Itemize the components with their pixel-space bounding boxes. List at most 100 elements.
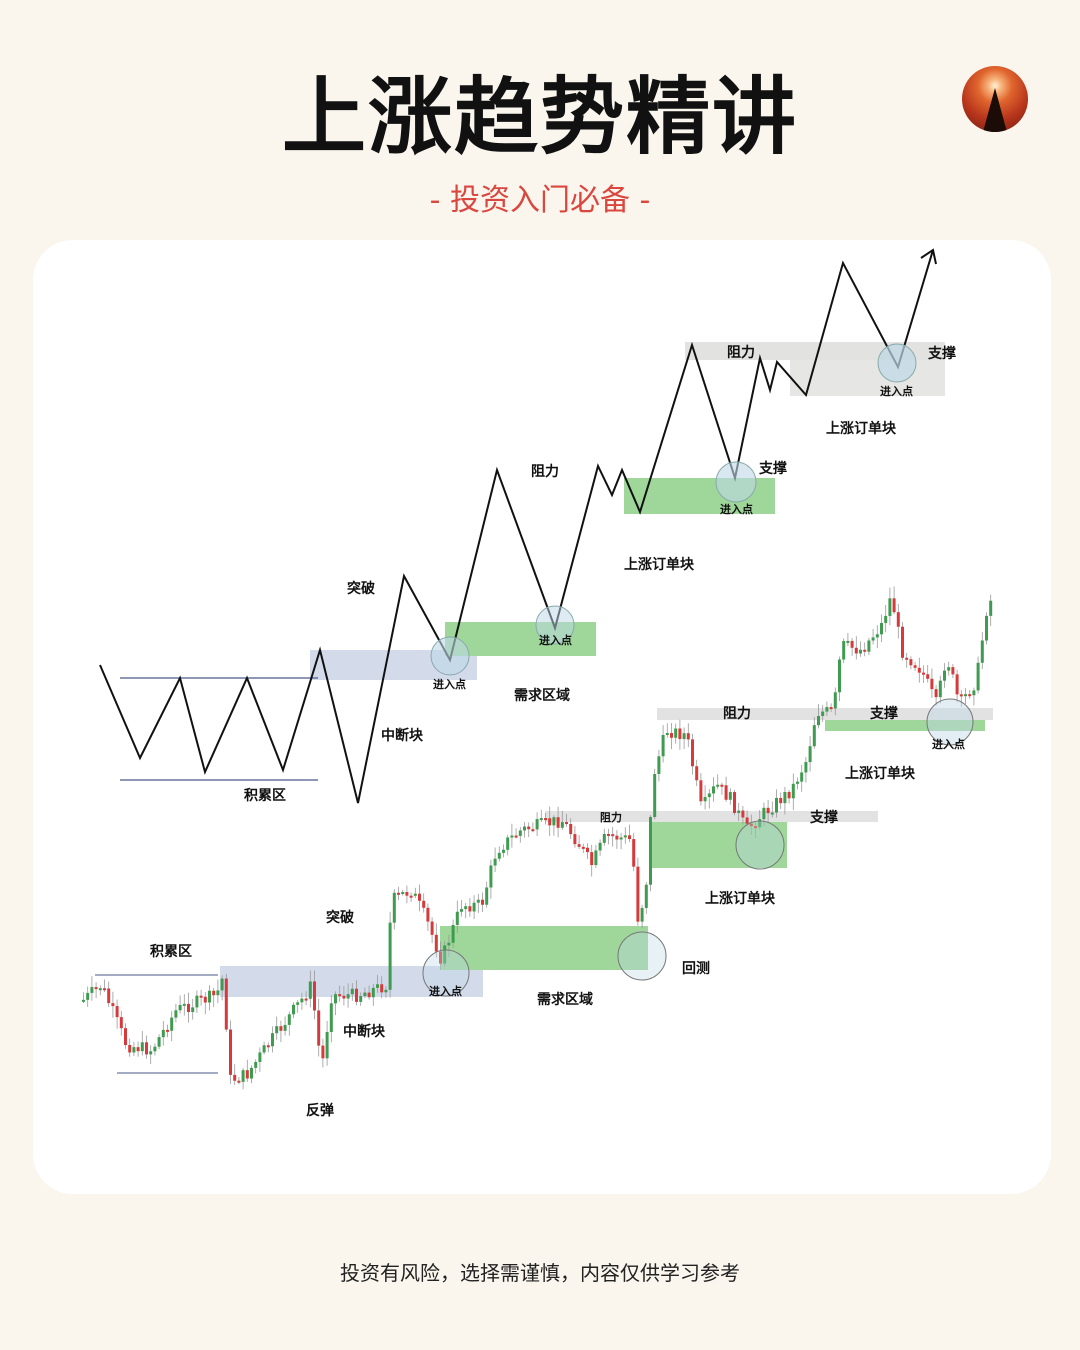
- label-breakout: 突破: [326, 910, 354, 926]
- bearish-candle: [670, 733, 673, 738]
- bullish-candle: [703, 797, 707, 802]
- bullish-candle: [737, 810, 741, 813]
- bearish-candle: [901, 626, 904, 658]
- bearish-candle: [695, 766, 699, 781]
- price-path: [99, 249, 934, 804]
- bullish-candle: [560, 822, 564, 828]
- bearish-candle: [955, 674, 959, 695]
- bullish-candle: [875, 634, 879, 638]
- bearish-candle: [611, 834, 615, 837]
- bullish-candle: [182, 1003, 186, 1006]
- bearish-candle: [317, 1010, 321, 1046]
- level-zone: [545, 811, 878, 822]
- bearish-candle: [678, 728, 682, 740]
- label-entry: 进入点: [880, 385, 913, 398]
- bearish-candle: [581, 846, 585, 849]
- bullish-candle: [334, 994, 337, 1004]
- bullish-candle: [808, 746, 812, 763]
- label-resistance: 阻力: [600, 811, 622, 824]
- bullish-candle: [888, 598, 892, 616]
- bullish-candle: [644, 884, 648, 908]
- bullish-candle: [485, 887, 489, 905]
- label-entry: 进入点: [720, 503, 753, 516]
- bullish-candle: [271, 1033, 274, 1047]
- bearish-candle: [245, 1070, 249, 1079]
- bullish-candle: [674, 728, 678, 738]
- label-support: 支撑: [810, 810, 838, 826]
- bullish-candle: [943, 670, 946, 681]
- bullish-candle: [846, 640, 850, 643]
- label-entry: 进入点: [539, 634, 572, 647]
- bearish-candle: [854, 647, 858, 654]
- bullish-candle: [325, 1032, 329, 1059]
- label-rebound: 反弹: [306, 1103, 334, 1119]
- bearish-candle: [514, 835, 518, 838]
- bearish-candle: [430, 921, 434, 935]
- bullish-candle: [964, 694, 967, 697]
- label-resistance: 阻力: [723, 706, 751, 722]
- bullish-candle: [972, 690, 976, 696]
- bullish-candle: [308, 981, 312, 999]
- demand-zone: [440, 926, 648, 970]
- bullish-candle: [947, 667, 951, 671]
- bearish-candle: [745, 817, 749, 824]
- bearish-candle: [787, 791, 791, 799]
- bullish-candle: [871, 637, 875, 641]
- bullish-candle: [376, 984, 379, 988]
- bullish-candle: [506, 837, 510, 850]
- bullish-candle: [665, 733, 669, 736]
- bearish-candle: [266, 1045, 270, 1048]
- bullish-candle: [712, 786, 715, 794]
- bearish-candle: [119, 1017, 123, 1029]
- bearish-candle: [892, 598, 896, 613]
- bullish-candle: [392, 892, 396, 923]
- bullish-candle: [413, 893, 417, 896]
- bullish-candle: [594, 850, 598, 866]
- bullish-candle: [82, 999, 85, 1002]
- bearish-candle: [699, 780, 703, 802]
- label-resistance: 阻力: [531, 464, 559, 480]
- bullish-candle: [262, 1045, 266, 1053]
- label-entry: 进入点: [429, 985, 462, 998]
- entry-circle: [877, 343, 917, 383]
- bearish-candle: [103, 988, 106, 991]
- bullish-candle: [497, 852, 501, 859]
- bullish-candle: [283, 1024, 287, 1031]
- bearish-candle: [233, 1074, 237, 1081]
- bullish-candle: [208, 990, 211, 1003]
- page-subtitle: - 投资入门必备 -: [429, 183, 651, 218]
- bearish-candle: [565, 822, 568, 825]
- bullish-candle: [661, 735, 665, 757]
- bearish-candle: [569, 824, 573, 835]
- order-block-zone-2: [790, 360, 945, 396]
- bearish-candle: [749, 823, 753, 827]
- bearish-candle: [724, 785, 728, 800]
- bullish-candle: [640, 907, 644, 922]
- bearish-candle: [548, 818, 552, 826]
- bullish-candle: [619, 837, 623, 840]
- bullish-candle: [329, 1003, 333, 1033]
- bearish-candle: [397, 892, 400, 895]
- bearish-candle: [930, 678, 934, 690]
- bullish-candle: [707, 793, 711, 798]
- bullish-candle: [489, 865, 493, 888]
- bearish-candle: [590, 852, 594, 866]
- bullish-candle: [804, 762, 808, 773]
- label-order-block: 上涨订单块: [705, 891, 775, 907]
- bullish-candle: [976, 662, 980, 691]
- bullish-candle: [716, 784, 720, 787]
- bullish-candle: [657, 756, 661, 774]
- bullish-candle: [90, 987, 94, 993]
- bullish-candle: [157, 1037, 161, 1047]
- entry-circle: [535, 605, 575, 645]
- bullish-candle: [535, 819, 539, 830]
- bullish-candle: [191, 1007, 195, 1013]
- bearish-candle: [434, 934, 438, 952]
- bullish-candle: [859, 649, 862, 654]
- bullish-candle: [350, 988, 354, 995]
- bullish-candle: [817, 716, 820, 726]
- bearish-candle: [573, 834, 577, 845]
- bearish-candle: [304, 998, 308, 1001]
- bearish-candle: [367, 992, 371, 998]
- bullish-candle: [216, 990, 220, 996]
